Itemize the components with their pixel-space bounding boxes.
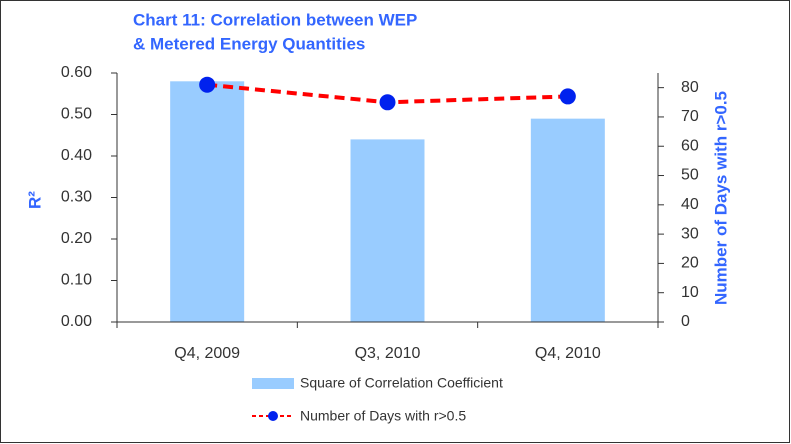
y2-tick-label: 10 xyxy=(681,284,699,301)
y-tick-label: 0.40 xyxy=(61,147,92,164)
line-marker xyxy=(559,88,576,105)
y-tick-label: 0.20 xyxy=(61,230,92,247)
y-tick-label: 0.00 xyxy=(61,313,92,330)
y-tick-label: 0.30 xyxy=(61,189,92,206)
y-tick-label: 0.50 xyxy=(61,106,92,123)
y2-tick-label: 80 xyxy=(681,79,699,96)
x-tick-label: Q3, 2010 xyxy=(355,345,421,362)
line-marker xyxy=(379,94,396,111)
y2-tick-label: 30 xyxy=(681,225,699,242)
bar xyxy=(350,139,425,322)
x-tick-label: Q4, 2010 xyxy=(535,345,601,362)
bar xyxy=(530,118,605,323)
y2-axis-label: Number of Days with r>0.5 xyxy=(711,91,730,305)
y2-tick-label: 60 xyxy=(681,137,699,154)
y-tick-label: 0.10 xyxy=(61,272,92,289)
y2-tick-label: 50 xyxy=(681,167,699,184)
x-tick-label: Q4, 2009 xyxy=(174,345,240,362)
legend-marker xyxy=(268,411,278,421)
y2-tick-label: 70 xyxy=(681,108,699,125)
legend-label: Square of Correlation Coefficient xyxy=(300,375,503,391)
y2-tick-label: 0 xyxy=(681,313,690,330)
chart-title: Chart 11: Correlation between WEP xyxy=(133,10,417,29)
legend-swatch xyxy=(252,378,294,389)
line-marker xyxy=(199,76,216,93)
y2-tick-label: 40 xyxy=(681,196,699,213)
y2-tick-label: 20 xyxy=(681,255,699,272)
y-axis-label: R² xyxy=(25,191,44,209)
y-tick-label: 0.60 xyxy=(61,64,92,81)
bar xyxy=(170,81,245,322)
chart-title: & Metered Energy Quantities xyxy=(133,34,365,53)
legend-label: Number of Days with r>0.5 xyxy=(300,408,466,424)
